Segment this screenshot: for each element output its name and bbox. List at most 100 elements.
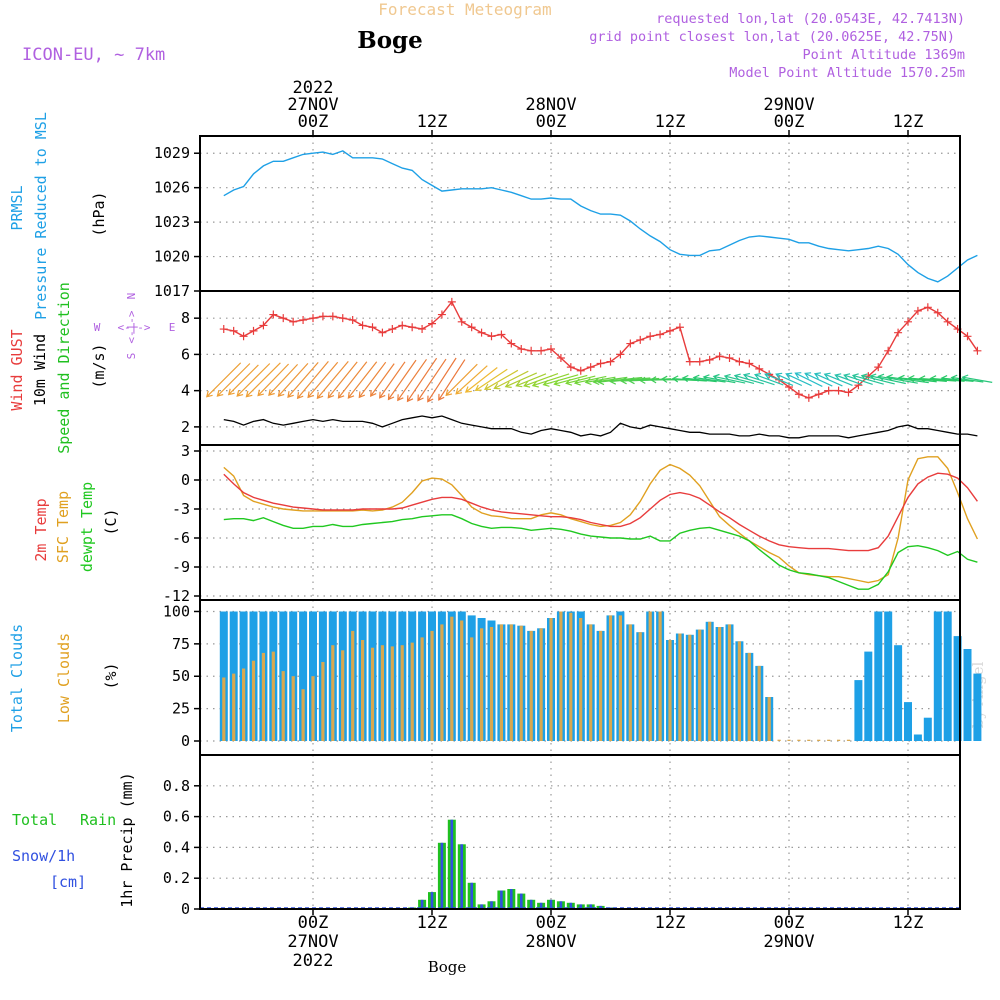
gust-marker [725, 354, 734, 363]
snow-bar [500, 890, 503, 909]
p4-ytick-label: 25 [172, 700, 190, 718]
wind-arrow [897, 374, 937, 383]
gust-marker [913, 306, 922, 315]
snow-bar [520, 893, 523, 909]
p4-ytick-label: 100 [163, 602, 190, 620]
gust-marker [844, 388, 853, 397]
low-cloud-bar [688, 634, 692, 741]
total-cloud-bar [219, 611, 228, 741]
p4-label-low: Low Clouds [55, 633, 73, 723]
top-date-1: 28NOV [525, 95, 576, 115]
wind-arrow [553, 374, 588, 387]
snow-bar [440, 842, 444, 909]
snow-bar [430, 892, 434, 909]
low-cloud-bar [638, 632, 642, 741]
low-cloud-bar [569, 612, 573, 741]
p2-label-speeddir: Speed and Direction [55, 282, 73, 454]
bottom-hour-5: 12Z [893, 913, 924, 933]
gust-marker [388, 325, 397, 334]
p3-ytick-label: -9 [172, 558, 190, 576]
p2-label-unit: (m/s) [90, 343, 108, 388]
low-cloud-bar [271, 651, 275, 741]
bottom-hour-3: 12Z [655, 913, 686, 933]
top-hour-3: 12Z [655, 112, 686, 132]
low-cloud-bar [380, 645, 384, 741]
p5-label-snow: Snow/1h [12, 847, 75, 865]
gust-marker [824, 386, 833, 395]
bottom-date-0: 27NOV [287, 932, 338, 952]
low-cloud-bar [827, 739, 831, 741]
wind-arrow [775, 372, 803, 387]
gust-marker [566, 363, 575, 372]
p2-ytick-label: 6 [181, 345, 190, 363]
total-cloud-bar [973, 673, 982, 741]
gust-marker [428, 319, 436, 328]
bottom-hour-1: 12Z [417, 913, 448, 933]
low-cloud-bar [727, 624, 732, 741]
gust-marker [418, 325, 427, 334]
p2-ytick-label: 4 [181, 382, 190, 400]
gust-marker [973, 346, 982, 355]
p1-label-prmsl: PRMSL [8, 185, 26, 230]
wind-arrow [347, 361, 378, 399]
low-cloud-bar [261, 652, 265, 741]
low-cloud-bar [817, 739, 821, 741]
total-cloud-bar [933, 611, 942, 741]
low-cloud-bar [400, 645, 404, 741]
snow-bar [589, 904, 592, 909]
wind-arrow [483, 369, 519, 390]
gust-marker [477, 328, 486, 337]
gust-marker [279, 314, 288, 323]
compass-s: S [125, 353, 138, 360]
p4-ytick-label: 50 [172, 667, 190, 685]
gust-marker [537, 346, 546, 355]
model-label: ICON-EU, ~ 7km [22, 45, 165, 65]
low-cloud-bar [648, 611, 652, 741]
p2-label-wind: 10m Wind [31, 334, 49, 406]
low-cloud-bar [737, 641, 741, 741]
gust-marker [447, 297, 456, 306]
low-cloud-bar [420, 637, 424, 741]
low-cloud-bar [361, 640, 365, 741]
p1-label-unit: (hPa) [90, 191, 108, 236]
snow-bar [510, 889, 513, 909]
wind-arrow [764, 372, 794, 386]
p1-ytick-label: 1020 [154, 248, 190, 266]
gust-marker [517, 344, 526, 353]
sfc-temp-line [223, 456, 979, 584]
snow-bar [470, 882, 473, 909]
wind-arrow [929, 375, 965, 383]
wind-arrow [523, 373, 559, 388]
gust-marker [408, 323, 417, 332]
p4-ytick-label: 75 [172, 635, 190, 653]
low-cloud-bar [281, 671, 285, 741]
total-cloud-bar [894, 645, 903, 741]
low-cloud-bar [599, 630, 603, 741]
wind-arrow [515, 373, 547, 388]
low-cloud-bar [450, 616, 454, 741]
gust-marker [854, 381, 863, 390]
gust-marker [606, 357, 615, 366]
snow-bar [579, 904, 583, 909]
gust-marker [239, 332, 248, 341]
gust-marker [487, 332, 496, 341]
low-cloud-bar [470, 637, 474, 741]
total-cloud-bar [943, 611, 952, 741]
wind-arrow [851, 373, 884, 385]
wind-arrow [907, 374, 947, 383]
total-cloud-bar [854, 680, 863, 741]
panel-5-frame [199, 754, 961, 910]
p5-ytick-label: 0.8 [163, 777, 190, 795]
wind-arrow [573, 375, 607, 386]
low-cloud-bar [341, 650, 345, 741]
total-cloud-bar [963, 649, 972, 741]
total-cloud-bar [923, 717, 932, 741]
gust-marker [794, 390, 803, 399]
p4-ytick-label: 0 [181, 732, 190, 750]
p3-ytick-label: -6 [172, 529, 190, 547]
low-cloud-bar [718, 627, 722, 741]
wind-arrow [268, 363, 299, 396]
low-cloud-bar [301, 689, 305, 741]
bottom-date-1: 28NOV [525, 932, 576, 952]
